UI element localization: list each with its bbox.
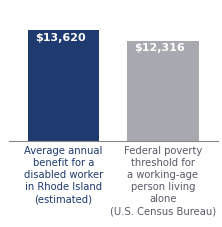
Bar (127, 41, 199, 141)
Bar (28, 30, 99, 141)
Text: $12,316: $12,316 (134, 43, 185, 53)
Text: $13,620: $13,620 (35, 33, 85, 43)
